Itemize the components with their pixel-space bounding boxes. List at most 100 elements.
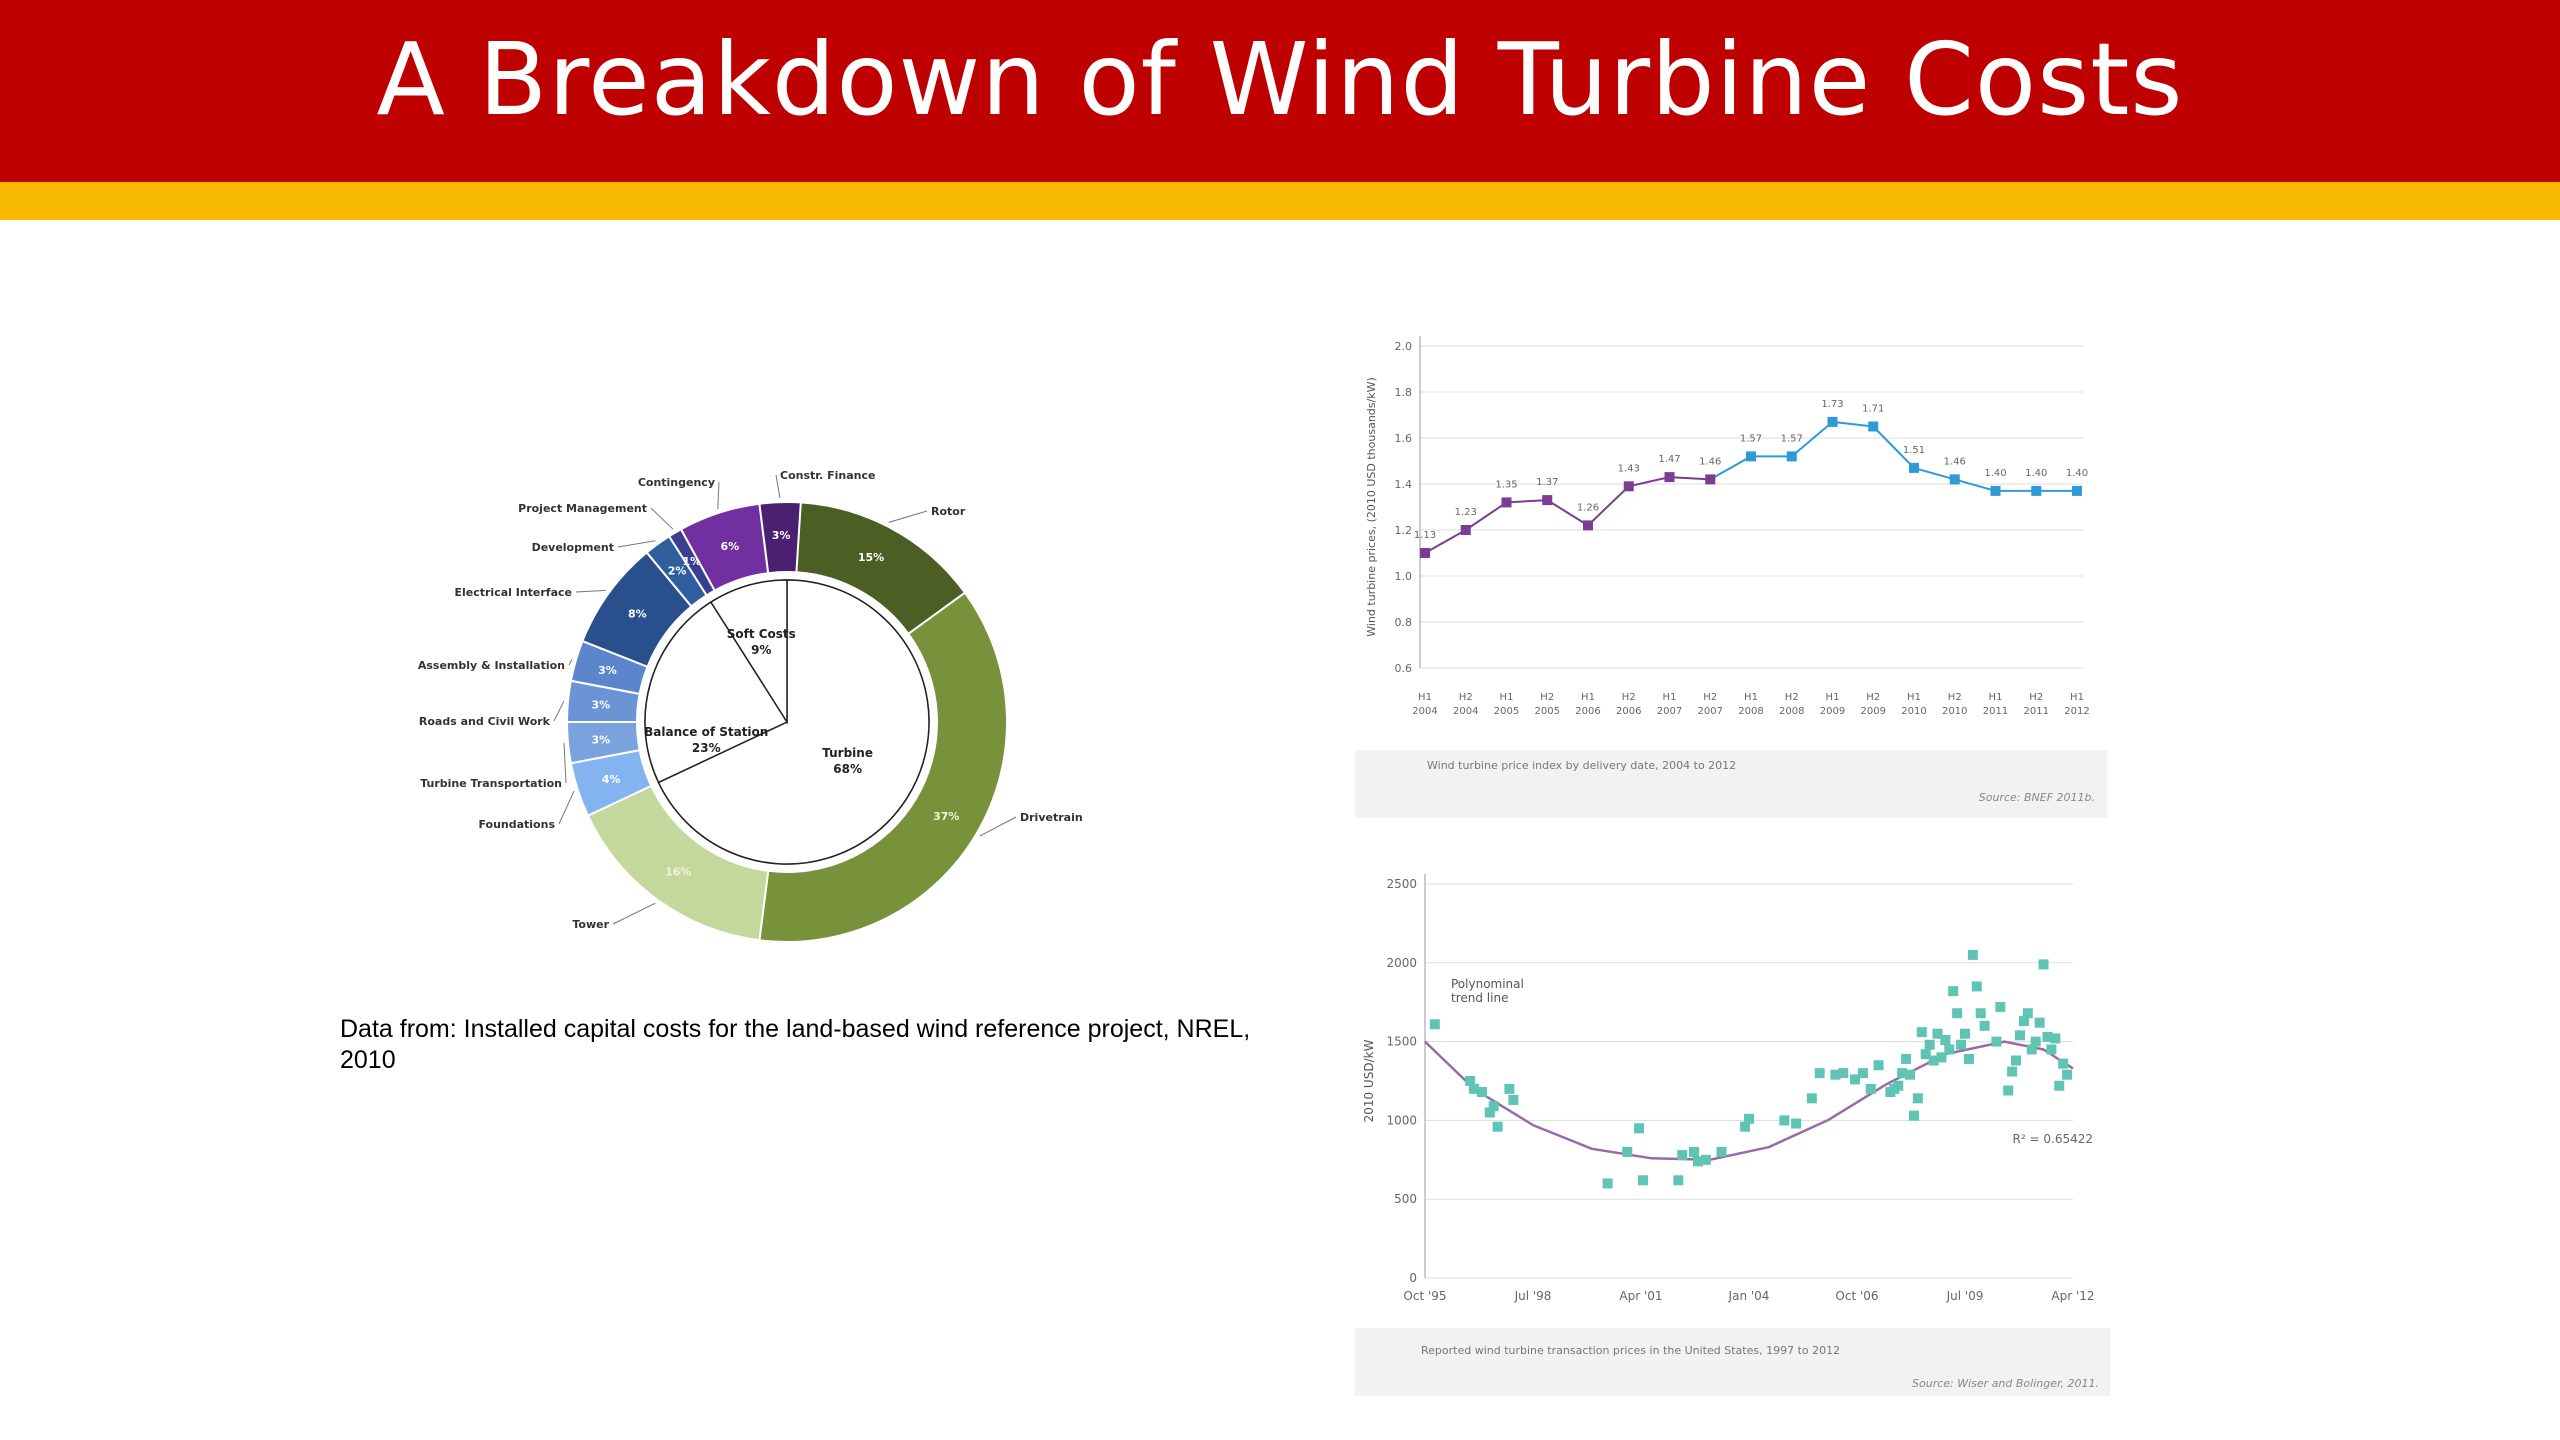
line-xtick-half: H2 [1622,692,1636,703]
donut-label-development: Development [532,541,614,554]
line-point-label: 1.57 [1781,433,1803,444]
line-xtick-year: 2006 [1616,706,1641,717]
scatter-point [1971,981,1982,992]
scatter-caption: Reported wind turbine transaction prices… [1421,1344,1840,1357]
line-ytick-label: 0.8 [1395,616,1413,629]
scatter-point [1908,1110,1919,1121]
line-xtick-half: H1 [1744,692,1758,703]
scatter-r-squared: R² = 0.65422 [2013,1132,2093,1146]
accent-bar [0,182,2560,220]
line-xtick-half: H1 [1500,692,1514,703]
line-xtick-half: H2 [1459,692,1473,703]
scatter-point [2038,959,2049,970]
scatter-panel-bg [1355,838,2110,1396]
line-point [1623,481,1634,492]
line-point-label: 1.73 [1821,399,1843,410]
line-point [1664,472,1675,483]
line-segment [1424,529,1467,554]
line-xtick-year: 2009 [1861,706,1886,717]
donut-slice-value-foundations: 4% [602,773,621,786]
line-y-axis-title: Wind turbine prices, (2010 USD thousands… [1365,377,1378,637]
leader-line-development [617,540,656,548]
scatter-annotation-line1: Polynominal [1451,977,1524,991]
scatter-point [2062,1069,2073,1080]
leader-line-tower [612,902,656,925]
line-caption: Wind turbine price index by delivery dat… [1427,759,1736,772]
line-point [1542,495,1553,506]
cost-breakdown-donut-chart: 15% Rotor 37% Drivetrain 16% Tower 4% Foundatio… [400,455,1130,965]
title-bar [0,0,2560,182]
scatter-ytick-label: 500 [1394,1192,1417,1206]
scatter-point [1740,1121,1751,1132]
leader-line-assembly-installation [568,659,573,666]
donut-label-tower: Tower [572,918,609,931]
scatter-point [2042,1031,2053,1042]
line-point-label: 1.23 [1455,507,1477,518]
line-point [2031,485,2042,496]
scatter-xtick-label: Oct '95 [1403,1289,1446,1303]
scatter-point [2018,1016,2029,1027]
donut-label-turbine-transportation: Turbine Transportation [420,777,562,790]
scatter-point [1901,1053,1912,1064]
line-point [1705,474,1716,485]
line-point-label: 1.47 [1658,454,1680,465]
scatter-trend-line [1424,1040,2074,1162]
line-xtick-year: 2010 [1901,706,1926,717]
line-ytick-label: 1.6 [1395,432,1413,445]
scatter-ytick-label: 2000 [1386,956,1417,970]
scatter-xtick-label: Oct '06 [1835,1289,1878,1303]
scatter-point [2003,1085,2014,1096]
scatter-point [1488,1101,1499,1112]
leader-line-drivetrain [979,816,1017,837]
inner-label-balance-of-station: Balance of Station [644,725,768,739]
line-point [2072,485,2082,496]
donut-label-project-management: Project Management [518,502,647,515]
line-xtick-half: H1 [1581,692,1595,703]
scatter-point [1928,1055,1939,1066]
scatter-point [1838,1068,1849,1079]
scatter-point [1948,986,1959,997]
scatter-point [1936,1052,1947,1063]
line-xtick-year: 2008 [1779,706,1804,717]
line-segment [1954,478,1996,492]
line-point [1990,485,2001,496]
line-point [1868,421,1879,432]
scatter-point [1924,1039,1935,1050]
line-xtick-half: H2 [1866,692,1880,703]
line-point [1460,525,1471,535]
line-point-label: 1.37 [1536,477,1558,488]
scatter-point [1476,1087,1487,1098]
scatter-point [2058,1058,2069,1069]
line-point-label: 1.71 [1862,404,1884,415]
scatter-xtick-label: Jan '04 [1728,1289,1770,1303]
line-xtick-half: H2 [1540,692,1554,703]
line-point [1827,416,1838,427]
scatter-point [1865,1083,1876,1094]
line-segment [1546,499,1589,527]
scatter-point [2022,1008,2033,1019]
line-ytick-label: 1.4 [1395,478,1413,491]
line-xtick-year: 2004 [1453,706,1478,717]
scatter-point [2054,1080,2065,1091]
line-xtick-half: H1 [2070,692,2084,703]
scatter-point [1912,1093,1923,1104]
line-xtick-half: H1 [1907,692,1921,703]
inner-label-soft-costs: Soft Costs [727,627,796,641]
donut-slice-value-development: 2% [668,565,687,578]
line-point [1501,497,1512,508]
inner-wedge-balance-of-station [644,601,789,784]
line-ytick-label: 0.6 [1395,662,1413,675]
donut-label-contingency: Contingency [638,476,715,489]
line-point-label: 1.35 [1495,479,1517,490]
scatter-point [1634,1123,1645,1134]
line-segment [1506,499,1548,504]
donut-label-rotor: Rotor [931,505,966,518]
line-point [1949,474,1960,485]
scatter-point [1944,1044,1955,1055]
scatter-point [1469,1083,1480,1094]
scatter-point [2014,1030,2025,1041]
scatter-ytick-label: 2500 [1386,877,1417,891]
scatter-annotation-line2: trend line [1451,991,1508,1005]
leader-line-roads-and-civil-work [553,700,565,722]
transaction-price-panel: 0 500 1000 1500 2000 2500 2010 USD/kW Oct '95 Ju… [1355,838,2110,1396]
